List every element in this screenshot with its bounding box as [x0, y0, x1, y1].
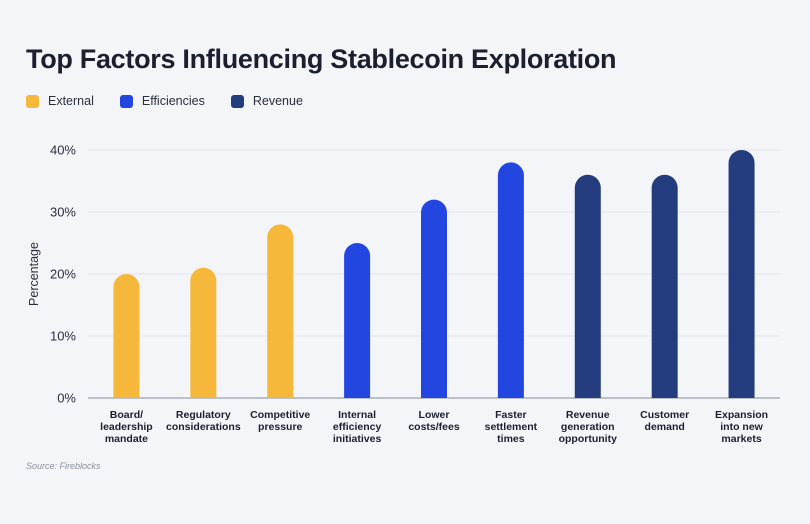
y-tick-label: 20%: [50, 267, 76, 282]
y-tick-label: 0%: [57, 391, 76, 406]
x-tick-label: Revenue generation opportunity: [559, 409, 617, 445]
bar: [190, 267, 217, 398]
x-tick-label: Regulatory considerations: [166, 409, 241, 433]
x-tick-label: Internal efficiency initiatives: [333, 409, 382, 445]
legend: External Efficiencies Revenue: [26, 94, 329, 108]
x-tick-label: Board/leadership mandate: [100, 409, 153, 445]
legend-label-efficiencies: Efficiencies: [141, 94, 205, 108]
bar: [113, 274, 140, 398]
y-axis-label: Percentage: [27, 242, 41, 306]
legend-swatch-external: [26, 94, 39, 108]
y-tick-label: 40%: [50, 143, 76, 158]
x-tick-label: Lower costs/fees: [408, 409, 460, 433]
y-tick-label: 30%: [50, 205, 76, 220]
x-tick-label: Faster settlement times: [485, 409, 538, 445]
y-tick-label: 10%: [50, 329, 76, 344]
bar: [267, 224, 294, 398]
legend-item-external: External: [26, 94, 94, 108]
legend-swatch-revenue: [230, 94, 244, 108]
x-tick-label: Expansion into new markets: [715, 409, 768, 445]
legend-label-external: External: [48, 94, 94, 108]
legend-label-revenue: Revenue: [252, 94, 303, 108]
x-tick-label: Customer demand: [640, 409, 689, 433]
source-note: Source: Fireblocks: [26, 461, 101, 471]
bar: [728, 150, 755, 398]
x-tick-label: Competitive pressure: [250, 409, 310, 433]
legend-swatch-efficiencies: [119, 94, 133, 108]
bar: [344, 243, 371, 398]
bar: [497, 162, 524, 398]
legend-item-efficiencies: Efficiencies: [119, 94, 205, 108]
bar: [651, 174, 678, 398]
legend-item-revenue: Revenue: [230, 94, 303, 108]
bar: [421, 199, 447, 398]
bar: [574, 174, 601, 398]
chart-title: Top Factors Influencing Stablecoin Explo…: [26, 44, 617, 74]
